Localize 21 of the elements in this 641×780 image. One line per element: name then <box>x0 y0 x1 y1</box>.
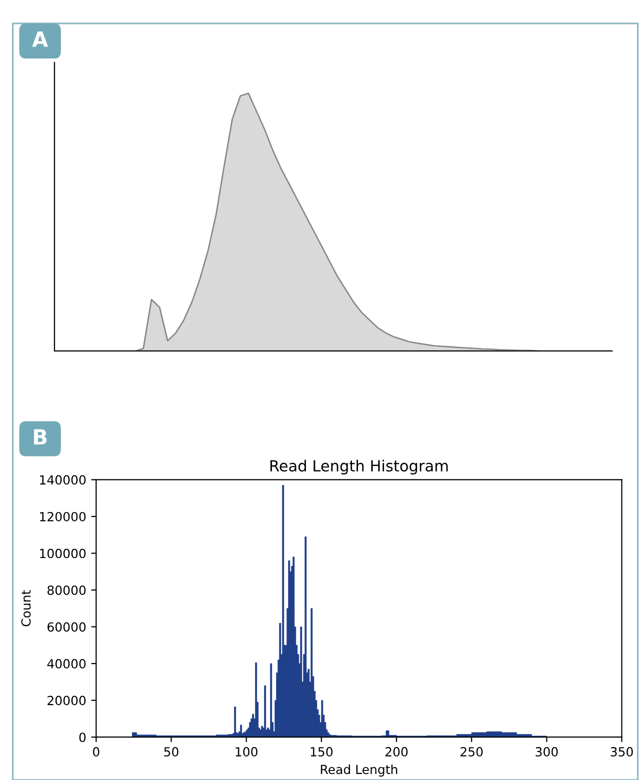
y-tick-label: 0 <box>79 732 86 742</box>
x-tick-label: 200 <box>385 747 408 756</box>
x-tick-label: 250 <box>460 747 483 756</box>
chart-title: Read Length Histogram <box>270 460 448 475</box>
x-tick-label: 50 <box>164 747 178 756</box>
x-tick-label: 300 <box>536 747 558 756</box>
y-tick-label: 140000 <box>40 475 86 485</box>
y-tick-label: 100000 <box>40 548 86 558</box>
y-tick-label: 40000 <box>47 659 86 668</box>
x-tick-label: 150 <box>310 747 333 756</box>
x-tick-label: 0 <box>93 747 100 756</box>
x-tick-label: 350 <box>610 747 633 756</box>
y-tick-label: 20000 <box>48 696 86 706</box>
y-tick-label: 120000 <box>40 512 86 522</box>
y-tick-label: 80000 <box>48 585 86 595</box>
text: A <box>32 32 48 47</box>
text: B <box>34 429 47 444</box>
y-axis-title: Count <box>21 590 31 626</box>
x-tick-label: 100 <box>236 747 258 756</box>
x-axis-title: Read Length <box>320 764 398 777</box>
y-tick-label: 60000 <box>48 622 86 632</box>
